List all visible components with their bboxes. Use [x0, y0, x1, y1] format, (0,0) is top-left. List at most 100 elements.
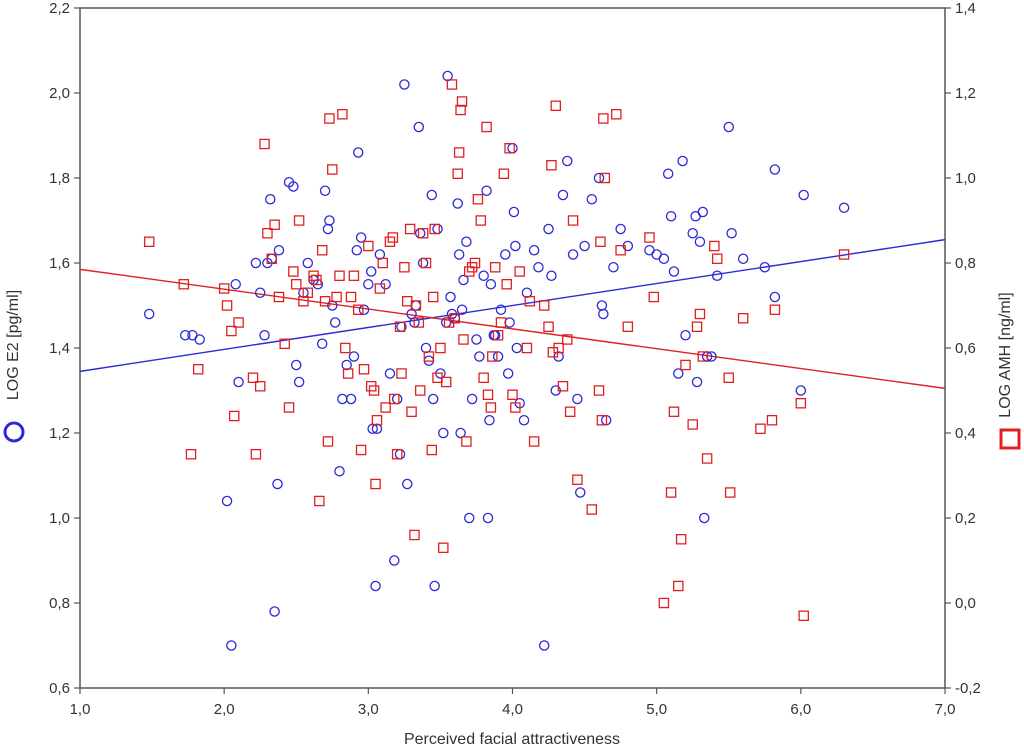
amh-point [221, 300, 233, 311]
amh-point [247, 372, 259, 383]
amh-point [327, 164, 338, 175]
amh-point [348, 270, 360, 281]
amh-point [389, 393, 400, 405]
e2-point [250, 257, 262, 269]
x-tick-label: 4,0 [502, 701, 523, 718]
amh-point [380, 402, 391, 413]
e2-point [502, 368, 514, 379]
e2-point [413, 121, 425, 133]
y-right-tick-label: 0,4 [955, 425, 976, 442]
amh-point [472, 193, 484, 205]
e2-point [269, 606, 280, 617]
e2-point [329, 317, 341, 328]
amh-point [528, 436, 540, 447]
amh-point [510, 402, 521, 413]
y-right-tick-label: 1,2 [955, 85, 976, 102]
e2-point [759, 261, 771, 273]
e2-point [456, 304, 468, 315]
amh-point [482, 389, 494, 400]
amh-point [331, 291, 342, 303]
circle-marker-icon [3, 421, 25, 443]
amh-point [427, 291, 439, 303]
e2-point [337, 393, 348, 405]
e2-point [466, 393, 478, 405]
amh-point [387, 232, 399, 243]
e2-point [521, 287, 533, 298]
square-marker-icon [999, 428, 1021, 450]
e2-point [687, 227, 698, 239]
amh-point [737, 312, 749, 324]
amh-point [658, 597, 670, 609]
amh-point [599, 172, 611, 184]
e2-point [508, 206, 520, 218]
amh-point [564, 406, 576, 417]
amh-point [458, 334, 469, 345]
e2-point [567, 249, 579, 260]
e2-point [484, 414, 495, 426]
x-tick-label: 1,0 [70, 701, 91, 718]
e2-trendline [79, 238, 946, 373]
x-axis: 1,0 2,0 3,0 4,0 5,0 6,0 7,0 [70, 688, 955, 718]
e2-point [273, 244, 285, 256]
y-right-tick-label: 0,6 [955, 340, 976, 357]
y-left-tick-label: 1,8 [49, 170, 70, 187]
amh-point [478, 372, 489, 383]
amh-point [546, 159, 557, 171]
amh-point [446, 79, 458, 90]
amh-point [524, 295, 536, 307]
amh-point [342, 368, 354, 379]
y-left-tick-label: 1,6 [49, 255, 70, 272]
amh-point [673, 580, 684, 592]
e2-point [677, 155, 688, 167]
amh-point [455, 104, 466, 116]
e2-point [662, 168, 674, 179]
amh-point [697, 351, 709, 362]
e2-point [458, 274, 469, 286]
amh-point [273, 291, 285, 303]
e2-point [726, 227, 737, 239]
e2-point [492, 351, 504, 362]
e2-point [293, 376, 305, 388]
amh-point [399, 261, 410, 273]
amh-point [769, 304, 781, 315]
e2-point [365, 266, 377, 277]
e2-point [598, 308, 609, 320]
e2-point [453, 249, 465, 260]
amh-point [572, 474, 583, 485]
y-left-tick-label: 1,4 [49, 340, 70, 357]
e2-point [402, 478, 413, 490]
amh-point [319, 295, 331, 307]
e2-point [572, 393, 583, 405]
e2-point [384, 368, 396, 379]
amh-point [709, 240, 720, 252]
amh-point [440, 376, 452, 388]
amh-point [218, 283, 230, 294]
e2-point [363, 278, 374, 290]
amh-point [355, 444, 367, 456]
amh-point [259, 138, 270, 150]
amh-point [358, 363, 370, 375]
amh-point [229, 410, 240, 422]
e2-point [838, 202, 850, 213]
e2-point [429, 580, 440, 592]
e2-point [769, 164, 781, 175]
amh-point [485, 402, 497, 413]
e2-point [575, 487, 586, 498]
e2-point [482, 512, 494, 524]
amh-point [701, 453, 713, 464]
amh-point [553, 342, 564, 354]
e2-point [417, 257, 429, 269]
amh-point [615, 244, 626, 256]
amh-point [724, 487, 736, 498]
amh-point [316, 244, 328, 256]
amh-point [691, 321, 703, 332]
amh-point [498, 168, 510, 179]
amh-point [404, 223, 416, 235]
e2-point [769, 291, 781, 303]
amh-point [562, 334, 573, 345]
amh-point [178, 278, 190, 290]
e2-point [442, 70, 453, 82]
e2-point [723, 121, 735, 133]
amh-point [420, 257, 432, 269]
